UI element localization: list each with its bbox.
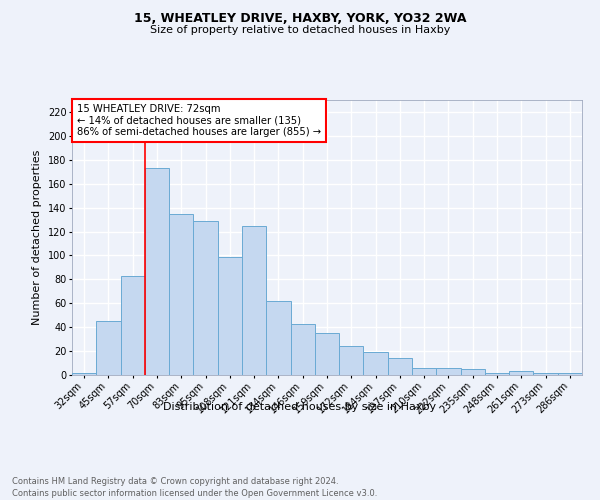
Text: Distribution of detached houses by size in Haxby: Distribution of detached houses by size … <box>163 402 437 412</box>
Bar <box>145 168 169 375</box>
Bar <box>290 324 315 375</box>
Text: Contains HM Land Registry data © Crown copyright and database right 2024.
Contai: Contains HM Land Registry data © Crown c… <box>12 476 377 498</box>
Bar <box>412 368 436 375</box>
Bar <box>485 372 509 375</box>
Bar <box>558 372 582 375</box>
Bar <box>533 372 558 375</box>
Text: Size of property relative to detached houses in Haxby: Size of property relative to detached ho… <box>150 25 450 35</box>
Text: 15, WHEATLEY DRIVE, HAXBY, YORK, YO32 2WA: 15, WHEATLEY DRIVE, HAXBY, YORK, YO32 2W… <box>134 12 466 26</box>
Bar <box>121 276 145 375</box>
Bar <box>436 368 461 375</box>
Bar <box>242 226 266 375</box>
Bar <box>169 214 193 375</box>
Bar <box>388 358 412 375</box>
Bar <box>364 352 388 375</box>
Bar <box>266 301 290 375</box>
Bar <box>193 221 218 375</box>
Bar <box>339 346 364 375</box>
Bar <box>461 369 485 375</box>
Bar <box>96 321 121 375</box>
Bar <box>72 372 96 375</box>
Y-axis label: Number of detached properties: Number of detached properties <box>32 150 42 325</box>
Text: 15 WHEATLEY DRIVE: 72sqm
← 14% of detached houses are smaller (135)
86% of semi-: 15 WHEATLEY DRIVE: 72sqm ← 14% of detach… <box>77 104 321 138</box>
Bar <box>509 372 533 375</box>
Bar <box>315 333 339 375</box>
Bar <box>218 256 242 375</box>
